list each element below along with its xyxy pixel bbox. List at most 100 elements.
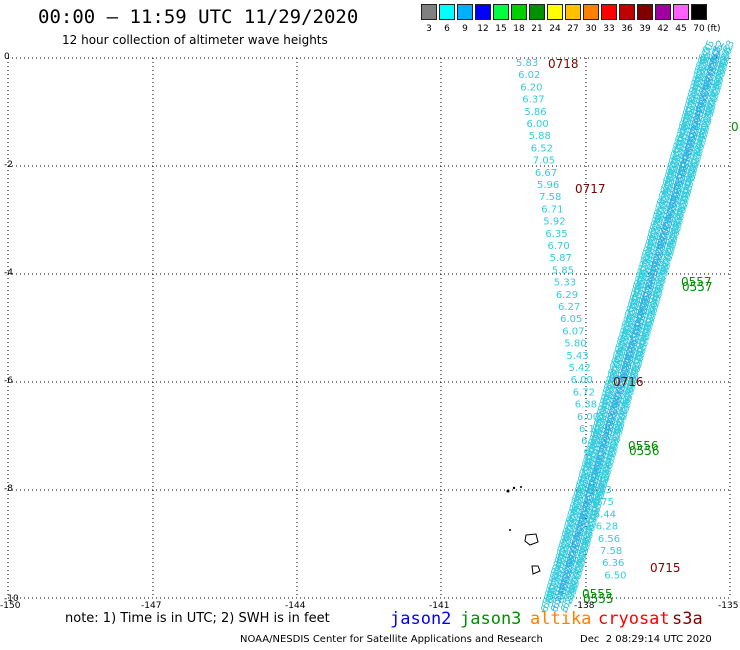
swh-value-label: 6.11 <box>579 424 601 435</box>
legend-label: 36 <box>621 24 633 34</box>
swh-value-label: 6.50 <box>604 570 626 581</box>
swh-value-label: 7.58 <box>539 192 561 203</box>
island-dot <box>506 489 510 493</box>
legend-swatch <box>457 4 473 20</box>
swh-value-label: 5.33 <box>554 278 576 289</box>
time-label: 0555 <box>582 587 613 601</box>
swh-value-label: 5.88 <box>529 131 551 142</box>
note-text: note: 1) Time is in UTC; 2) SWH is in fe… <box>65 611 330 626</box>
satellite-name-s3a: s3a <box>672 609 703 629</box>
legend-swatch <box>475 4 491 20</box>
swh-value-label: 7.58 <box>600 546 622 557</box>
footer-credit: NOAA/NESDIS Center for Satellite Applica… <box>240 634 543 645</box>
legend-swatch <box>421 4 437 20</box>
y-tick-label: -6 <box>4 376 13 386</box>
map-subtitle: 12 hour collection of altimeter wave hei… <box>62 33 328 47</box>
legend-unit: (ft) <box>707 24 721 34</box>
swh-value-label: 6.36 <box>602 558 624 569</box>
swh-value-label: 5.86 <box>524 107 546 118</box>
legend-swatch <box>637 4 653 20</box>
swh-value-label: 6.00 <box>527 119 549 130</box>
x-tick-label: -150 <box>0 601 21 611</box>
y-tick-label: -4 <box>4 268 13 278</box>
legend-swatch <box>655 4 671 20</box>
swh-value-label: 6.05 <box>560 314 582 325</box>
y-tick-label: -8 <box>4 484 13 494</box>
time-label: 0716 <box>613 375 644 389</box>
swh-value-label: 6.70 <box>548 241 570 252</box>
time-label: 0557 <box>681 275 712 289</box>
swh-value-label: 6.00 <box>571 375 593 386</box>
legend-swatch <box>691 4 707 20</box>
time-label: 0556 <box>629 444 660 458</box>
legend-label: 12 <box>477 24 489 34</box>
x-tick-label: -141 <box>429 601 450 611</box>
swh-value-label: 6.28 <box>596 522 618 533</box>
legend-swatch <box>547 4 563 20</box>
satellite-track-band: 5.836.026.206.375.866.005.886.527.056.67… <box>539 39 737 615</box>
legend-label: 42 <box>657 24 669 34</box>
swh-value-label: 6.52 <box>531 143 553 154</box>
swh-value-label: 6.37 <box>522 95 544 106</box>
swh-value-label: 6.27 <box>558 302 580 313</box>
legend-label: 33 <box>603 24 615 34</box>
time-label: 0 <box>731 120 739 134</box>
swh-value-label: 6.83 <box>590 485 612 496</box>
island-dot <box>512 486 516 490</box>
satellite-name-cryosat: cryosat <box>598 609 670 629</box>
time-label: 0717 <box>575 182 606 196</box>
swh-value-label: 5.85 <box>552 265 574 276</box>
x-tick-label: -138 <box>574 601 595 611</box>
swh-value-label: 6.75 <box>592 497 614 508</box>
swh-value-label: 5.92 <box>543 217 565 228</box>
legend-swatch <box>601 4 617 20</box>
swh-value-label: 5.92 <box>583 448 605 459</box>
legend-swatch <box>583 4 599 20</box>
legend-swatch <box>673 4 689 20</box>
legend-swatch <box>619 4 635 20</box>
swh-value-label: 6.35 <box>545 229 567 240</box>
time-label: 0556 <box>628 439 659 453</box>
legend-label: 3 <box>426 24 432 34</box>
legend-label: 21 <box>531 24 543 34</box>
satellite-name-jason2: jason2 <box>390 609 452 629</box>
swh-value-label: 5.42 <box>569 363 591 374</box>
legend-swatch <box>493 4 509 20</box>
legend-label: 18 <box>513 24 525 34</box>
swh-value-label: 6.60 <box>587 473 609 484</box>
legend-swatch <box>529 4 545 20</box>
swh-value-label: 6.29 <box>556 290 578 301</box>
swh-value-label: 5.96 <box>537 180 559 191</box>
x-tick-label: -135 <box>718 601 739 611</box>
x-tick-label: -144 <box>285 601 306 611</box>
swh-value-label: 6.71 <box>541 204 563 215</box>
footer-timestamp: Dec 2 08:29:14 UTC 2020 <box>580 634 712 645</box>
legend-label: 45 <box>675 24 687 34</box>
swh-value-label: 6.72 <box>573 387 595 398</box>
legend-label: 9 <box>462 24 468 34</box>
map-title: 00:00 – 11:59 UTC 11/29/2020 <box>38 6 359 28</box>
legend-swatch <box>511 4 527 20</box>
map-grid <box>7 57 731 599</box>
satellite-name-altika: altika <box>530 609 592 629</box>
swh-value-label: 6.00 <box>585 461 607 472</box>
y-tick-label: 0 <box>4 52 10 62</box>
swh-value-label: 6.02 <box>518 70 540 81</box>
swh-value-label: 5.83 <box>516 58 538 69</box>
time-label: 0715 <box>650 561 681 575</box>
swh-value-label: 6.07 <box>562 326 584 337</box>
swh-value-label: 5.80 <box>564 339 586 350</box>
y-tick-label: -10 <box>4 594 19 604</box>
island-dot <box>520 486 522 488</box>
swh-value-label: 6.00 <box>577 412 599 423</box>
swh-value-label: 6.20 <box>520 82 542 93</box>
time-label: 0555 <box>583 592 614 606</box>
swh-value-label: 5.87 <box>550 253 572 264</box>
legend-label: 15 <box>495 24 507 34</box>
satellite-track-values: 5.836.026.206.375.866.005.886.527.056.67… <box>516 58 626 581</box>
swh-value-label: 6.44 <box>594 509 616 520</box>
legend-label: 30 <box>585 24 597 34</box>
legend-label: 24 <box>549 24 561 34</box>
